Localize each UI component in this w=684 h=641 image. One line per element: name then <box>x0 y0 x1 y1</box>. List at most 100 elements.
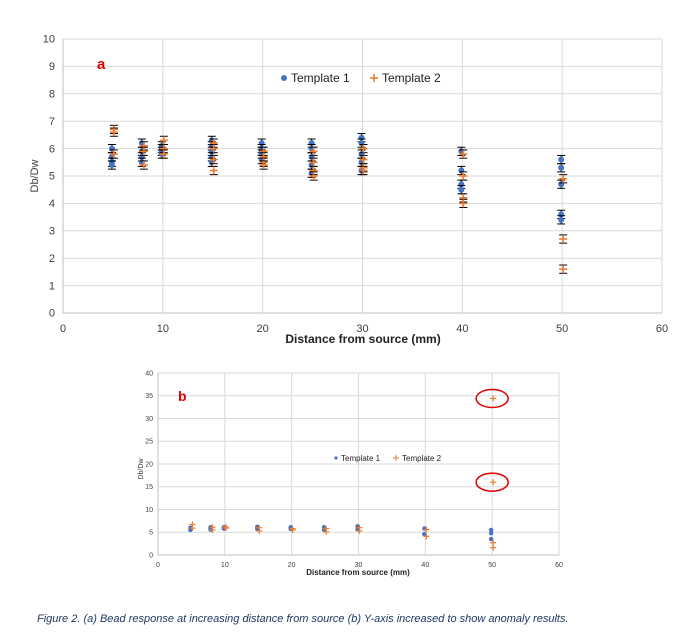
a-ytick-label-9: 9 <box>49 61 55 73</box>
a-ytick-label-3: 3 <box>49 225 55 237</box>
a-point-template1-37 <box>558 164 565 171</box>
chart-a-xlabel: Distance from source (mm) <box>285 332 440 346</box>
b-xtick-label-50: 50 <box>488 562 496 569</box>
chart-b-anomaly-circles <box>475 388 509 492</box>
a-xtick-label-20: 20 <box>257 323 269 335</box>
chart-a-legend: Template 1 Template 2 <box>281 71 441 85</box>
chart-b-xlabel: Distance from source (mm) <box>306 568 410 577</box>
chart-b-legend: Template 1 Template 2 <box>334 454 442 463</box>
b-point-template2-18 <box>490 539 497 546</box>
a-point-template2-31 <box>559 265 568 274</box>
b-ytick-label-5: 5 <box>149 530 153 537</box>
b-xtick-label-10: 10 <box>221 562 229 569</box>
b-ytick-label-40: 40 <box>145 370 153 377</box>
b-ytick-label-30: 30 <box>145 416 153 423</box>
b-point-template1-15 <box>422 531 427 537</box>
a-point-template2-25 <box>459 150 468 159</box>
chart-a-legend-template2-label: Template 2 <box>382 71 441 85</box>
b-point-template1-17 <box>488 530 494 536</box>
a-ytick-label-5: 5 <box>49 171 55 183</box>
b-point-template2-13 <box>356 527 363 534</box>
a-xtick-label-30: 30 <box>356 323 368 335</box>
a-point-template2-22 <box>359 155 368 164</box>
b-point-template1-18 <box>488 536 494 542</box>
b-xtick-label-40: 40 <box>421 562 429 569</box>
chart-b-legend-template1-label: Template 1 <box>341 454 381 463</box>
a-point-template2-6 <box>159 136 168 145</box>
b-xtick-label-0: 0 <box>156 562 160 569</box>
a-point-template1-35 <box>458 186 465 193</box>
b-ytick-label-35: 35 <box>145 393 153 400</box>
b-point-template2-7 <box>256 527 263 534</box>
a-point-template2-30 <box>559 235 568 244</box>
figure-caption: Figure 2. (a) Bead response at increasin… <box>37 613 569 625</box>
a-point-template2-2 <box>109 150 118 159</box>
a-point-template2-28 <box>459 199 468 208</box>
chart-b-tick-labels: 0 5 10 15 20 25 30 35 40 0 10 20 30 40 50 60 <box>145 370 563 569</box>
a-point-template2-11 <box>209 155 218 164</box>
a-xtick-label-0: 0 <box>60 323 66 335</box>
b-point-template2-15 <box>423 533 430 540</box>
b-ytick-label-0: 0 <box>149 552 153 559</box>
chart-a-legend-template2-marker <box>370 74 378 82</box>
a-point-template2-4 <box>139 147 148 156</box>
a-point-template2-12 <box>209 166 218 175</box>
chart-b-panel-letter: b <box>178 388 187 404</box>
a-point-template1-3 <box>108 162 115 169</box>
a-xtick-label-10: 10 <box>157 323 169 335</box>
a-point-template2-16 <box>259 161 268 170</box>
b-ytick-label-10: 10 <box>145 507 153 514</box>
a-ytick-label-10: 10 <box>43 34 55 46</box>
b-anomaly-circle-0 <box>475 388 509 409</box>
b-point-template2-11 <box>323 528 330 535</box>
chart-a-gridlines <box>62 38 663 314</box>
a-point-template1-40 <box>558 216 565 223</box>
b-point-template2-3 <box>209 526 216 533</box>
b-xtick-label-30: 30 <box>355 562 363 569</box>
a-point-template2-18 <box>309 158 318 167</box>
chart-a-legend-template1-label: Template 1 <box>291 71 350 85</box>
a-point-template2-8 <box>159 150 168 159</box>
a-point-template2-20 <box>309 172 318 180</box>
a-xtick-label-50: 50 <box>556 323 568 335</box>
a-point-template2-21 <box>359 144 368 153</box>
a-point-template2-1 <box>109 128 118 137</box>
a-ytick-label-1: 1 <box>49 280 55 292</box>
a-ytick-label-0: 0 <box>49 308 55 320</box>
chart-b-data-marks <box>188 395 497 551</box>
a-point-template2-24 <box>359 166 368 175</box>
a-point-template2-10 <box>209 144 218 153</box>
a-xtick-label-40: 40 <box>456 323 468 335</box>
a-xtick-label-60: 60 <box>656 323 668 335</box>
chart-b-ylabel: Db/Dw <box>138 458 145 480</box>
a-ytick-label-8: 8 <box>49 88 55 100</box>
a-ytick-label-2: 2 <box>49 253 55 265</box>
chart-b-legend-template2-label: Template 2 <box>402 454 442 463</box>
chart-a-tick-labels: 0 1 2 3 4 5 6 7 8 9 10 0 10 20 30 40 50 60 <box>43 34 668 335</box>
b-xtick-label-60: 60 <box>555 562 563 569</box>
a-ytick-label-6: 6 <box>49 143 55 155</box>
chart-b-legend-template2-marker <box>393 455 399 461</box>
a-ytick-label-7: 7 <box>49 116 55 128</box>
chart-a-legend-template1-marker <box>281 75 287 81</box>
a-ytick-label-4: 4 <box>49 198 55 210</box>
b-point-template2-17 <box>490 479 497 486</box>
a-point-template2-26 <box>459 172 468 180</box>
b-point-template1-16 <box>488 527 494 533</box>
chart-b-axes <box>157 373 559 556</box>
chart-a-data-marks <box>107 124 568 274</box>
chart-a: 0 1 2 3 4 5 6 7 8 9 10 0 10 20 30 40 50 60 a Distance fro… <box>29 34 668 346</box>
chart-b: 0 5 10 15 20 25 30 35 40 0 10 20 30 40 50 60 b Distance… <box>138 370 563 577</box>
b-anomaly-circle-1 <box>475 472 509 492</box>
b-point-template2-19 <box>490 544 497 551</box>
b-ytick-label-20: 20 <box>145 461 153 468</box>
chart-a-axes <box>62 39 662 314</box>
b-point-template2-1 <box>189 525 196 532</box>
b-ytick-label-25: 25 <box>145 439 153 446</box>
chart-a-ylabel: Db/Dw <box>29 159 41 192</box>
a-point-template2-17 <box>309 147 318 156</box>
chart-a-panel-letter: a <box>97 56 106 73</box>
chart-b-legend-template1-marker <box>334 456 338 460</box>
b-ytick-label-15: 15 <box>145 484 153 491</box>
b-point-template2-16 <box>490 395 497 402</box>
